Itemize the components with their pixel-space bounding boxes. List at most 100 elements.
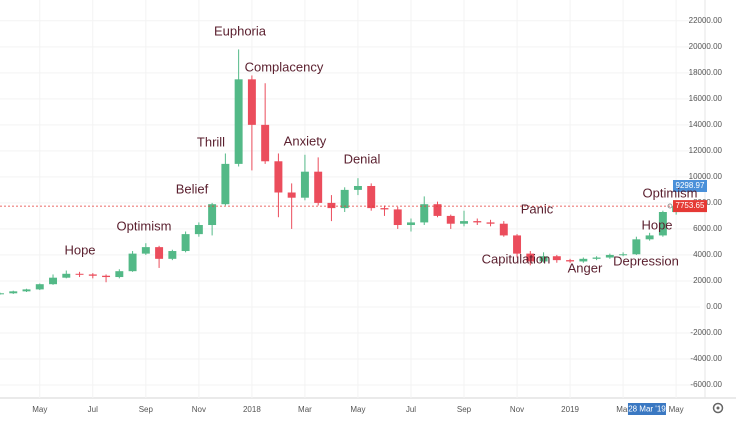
candle-body bbox=[181, 234, 190, 252]
candle-body bbox=[287, 192, 296, 198]
candle-body bbox=[632, 239, 641, 255]
candle-body bbox=[499, 223, 508, 236]
y-tick-label: 18000.00 bbox=[689, 68, 723, 77]
candle-body bbox=[75, 273, 84, 275]
candle-body bbox=[327, 202, 336, 209]
candle-body bbox=[247, 79, 256, 125]
candle-body bbox=[619, 254, 628, 256]
candle-body bbox=[128, 253, 137, 272]
candle-body bbox=[460, 221, 468, 224]
candle-body bbox=[234, 79, 243, 164]
candle-body bbox=[314, 171, 323, 203]
x-tick-label: May bbox=[350, 405, 365, 414]
candle-body bbox=[380, 208, 389, 210]
candle-body bbox=[221, 163, 230, 205]
y-tick-label: 16000.00 bbox=[689, 94, 723, 103]
x-tick-label: Nov bbox=[510, 405, 524, 414]
candle-body bbox=[433, 204, 442, 216]
candle-body bbox=[208, 204, 217, 226]
x-tick-label: 2019 bbox=[561, 405, 579, 414]
candle-body bbox=[393, 209, 402, 226]
candle-body bbox=[0, 293, 4, 295]
annotation: Capitulation bbox=[482, 251, 551, 266]
x-tick-label: Sep bbox=[457, 405, 472, 414]
x-tick-label: May bbox=[669, 405, 684, 414]
price-tag-label: 9298.97 bbox=[676, 181, 705, 190]
x-tick-label: Jul bbox=[88, 405, 98, 414]
annotation: Belief bbox=[176, 181, 209, 196]
y-tick-label: 12000.00 bbox=[689, 146, 723, 155]
candle-body bbox=[592, 257, 601, 259]
annotation: Anxiety bbox=[284, 133, 327, 148]
y-tick-label: 22000.00 bbox=[689, 16, 723, 25]
price-tag bbox=[673, 180, 707, 193]
settings-gear[interactable] bbox=[712, 402, 724, 414]
candle-body bbox=[407, 222, 415, 226]
candle-body bbox=[566, 260, 575, 262]
candle-body bbox=[367, 185, 376, 209]
x-tick-label: May bbox=[32, 405, 47, 414]
y-tick-label: 8000.00 bbox=[693, 198, 722, 207]
y-tick-label: 6000.00 bbox=[693, 224, 722, 233]
y-tick-label: 14000.00 bbox=[689, 120, 723, 129]
y-tick-label: 10000.00 bbox=[689, 172, 723, 181]
candle-body bbox=[340, 189, 349, 209]
annotation: Optimism bbox=[643, 185, 698, 200]
annotation: Thrill bbox=[197, 134, 225, 149]
candle-body bbox=[62, 273, 71, 278]
candle-body bbox=[9, 291, 18, 294]
annotation: Denial bbox=[344, 151, 381, 166]
annotation: Panic bbox=[521, 201, 554, 216]
annotation: Hope bbox=[641, 217, 672, 232]
x-tick-label: Mar bbox=[298, 405, 312, 414]
annotation: Hope bbox=[64, 242, 95, 257]
plot-area bbox=[0, 0, 700, 398]
x-tick-label: 2018 bbox=[243, 405, 261, 414]
annotation: Complacency bbox=[245, 59, 324, 74]
annotation: Optimism bbox=[117, 218, 172, 233]
candle-body bbox=[420, 204, 429, 223]
y-tick-label: 20000.00 bbox=[689, 42, 723, 51]
candle-body bbox=[141, 247, 150, 254]
settings-icon[interactable] bbox=[712, 402, 724, 414]
candle-body bbox=[645, 235, 654, 240]
price-tag-label: 7753.65 bbox=[676, 201, 705, 210]
candle-body bbox=[300, 171, 309, 198]
candle-body bbox=[552, 256, 561, 261]
candle-body bbox=[49, 277, 58, 285]
candle-body bbox=[168, 251, 177, 259]
annotation: Anger bbox=[568, 260, 603, 275]
marker bbox=[667, 203, 673, 209]
y-tick-label: 0.00 bbox=[706, 302, 722, 311]
candle-body bbox=[579, 258, 588, 262]
y-tick-label: -4000.00 bbox=[690, 354, 722, 363]
candle-body bbox=[22, 289, 31, 292]
candle-body bbox=[605, 254, 614, 258]
y-tick-label: -2000.00 bbox=[690, 328, 722, 337]
candle-body bbox=[486, 222, 495, 224]
candle-body bbox=[658, 212, 667, 236]
candle-body bbox=[155, 247, 164, 259]
x-tick-label: Sep bbox=[139, 405, 154, 414]
price-tag bbox=[673, 200, 707, 213]
crosshair-tag bbox=[627, 403, 666, 415]
crosshair-label: 28 Mar '19 bbox=[628, 405, 666, 414]
candle-body bbox=[88, 274, 97, 276]
candle-body bbox=[526, 253, 535, 262]
candle-body bbox=[473, 221, 482, 223]
candle-body bbox=[274, 161, 283, 193]
annotation: Euphoria bbox=[214, 23, 267, 38]
y-tick-label: 4000.00 bbox=[693, 250, 722, 259]
candle-body bbox=[102, 275, 111, 278]
y-tick-label: -6000.00 bbox=[690, 380, 722, 389]
candle-body bbox=[513, 235, 522, 254]
candle-body bbox=[35, 284, 44, 290]
annotation: Depression bbox=[613, 253, 679, 268]
candle-body bbox=[446, 215, 455, 224]
x-tick-label: Nov bbox=[192, 405, 206, 414]
y-tick-label: 2000.00 bbox=[693, 276, 722, 285]
candle-body bbox=[115, 271, 124, 278]
settings-gear-center[interactable] bbox=[716, 406, 720, 410]
